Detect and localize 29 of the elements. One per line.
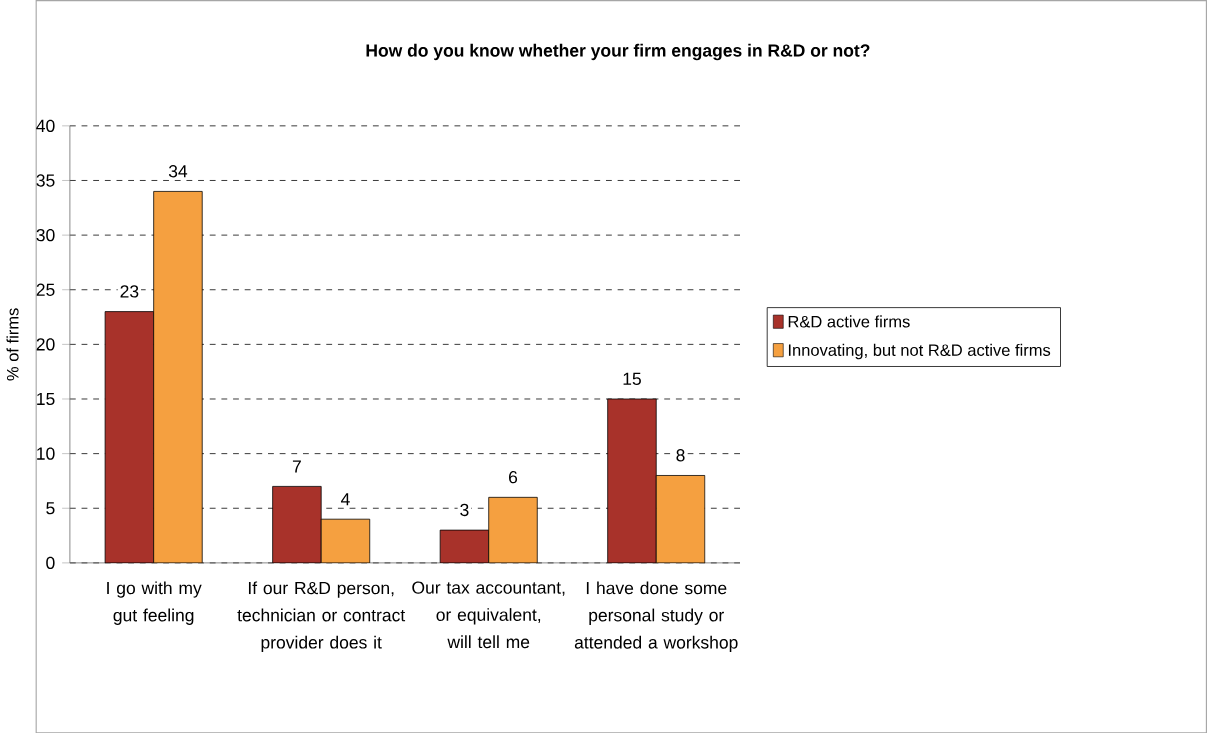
bar <box>153 190 203 563</box>
data-label: 6 <box>509 470 518 484</box>
data-label: 7 <box>292 460 301 473</box>
bar <box>320 518 371 563</box>
x-tick-label: I go with my gut feeling <box>107 581 202 625</box>
bar <box>488 496 538 563</box>
chart-title: How do you know whether your firm engages in R&D or not? <box>366 43 870 61</box>
y-tick-label: 0 <box>46 556 55 569</box>
y-tick-label: 10 <box>37 447 55 460</box>
legend-label: Innovating, but not R&D active firms <box>788 343 1051 360</box>
data-label: 4 <box>341 492 350 505</box>
y-tick-label: 25 <box>36 283 55 296</box>
y-tick-label: 15 <box>37 392 55 405</box>
y-tick-label: 30 <box>36 228 55 242</box>
x-tick-label: I have done some personal study or attended a workshop <box>574 581 738 652</box>
data-label: 8 <box>676 448 685 462</box>
x-tick-label: If our R&D person, technician or contract provider does it <box>237 581 406 652</box>
y-tick-label: 40 <box>36 119 55 132</box>
y-tick-label: 35 <box>36 174 55 187</box>
y-tick-label: 5 <box>46 501 55 515</box>
data-label: 15 <box>623 372 641 385</box>
legend-label: R&D active firms <box>788 315 910 328</box>
bar <box>655 474 706 563</box>
data-label: 3 <box>460 503 469 516</box>
y-tick-label: 20 <box>36 337 55 351</box>
x-tick-label: Our tax accountant, or equivalent, will tell me <box>412 581 565 648</box>
data-label: 23 <box>120 285 139 298</box>
y-axis-title: % of firms <box>6 308 19 381</box>
data-label: 34 <box>168 164 188 178</box>
